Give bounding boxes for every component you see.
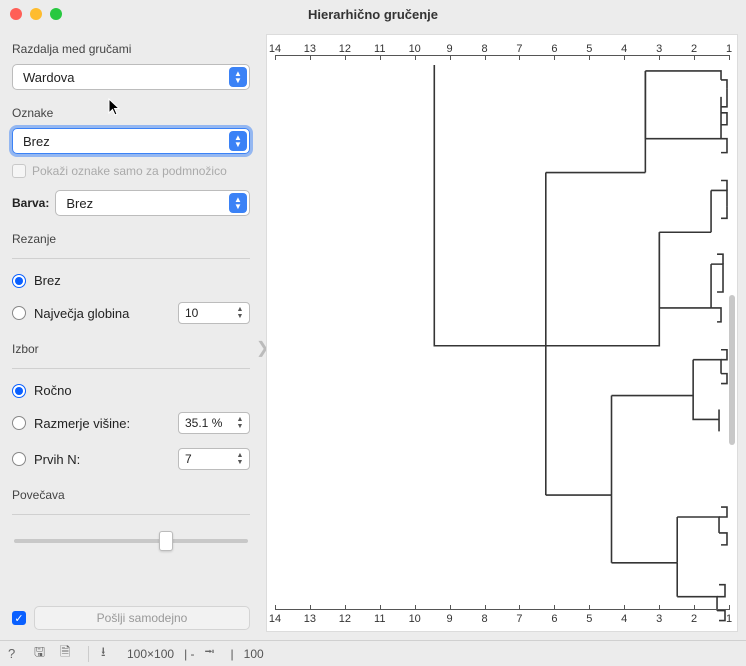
status-sep2: |	[231, 647, 234, 661]
tick-label: 2	[691, 613, 697, 625]
tick-label: 13	[304, 43, 316, 55]
status-out: 100	[244, 647, 264, 661]
stepper-icon[interactable]: ▲▼	[233, 452, 247, 466]
tick-label: 14	[269, 43, 281, 55]
linkage-label: Razdalja med gručami	[12, 42, 250, 56]
color-row: Barva: Brez ▲▼	[12, 190, 250, 216]
radio-icon[interactable]	[12, 384, 26, 398]
tick-label: 5	[586, 43, 592, 55]
stepper-icon[interactable]: ▲▼	[233, 306, 247, 320]
statusbar: ? 🖫 🗎 ⭳ 100×100 | - ⭲ | 100	[0, 640, 746, 666]
sel-topn-value: 7	[185, 452, 192, 466]
autosend-checkbox[interactable]: ✓	[12, 611, 26, 625]
tick-label: 3	[656, 43, 662, 55]
sel-topn-spin[interactable]: 7 ▲▼	[178, 448, 250, 470]
selection-label: Izbor	[12, 342, 250, 356]
radio-icon[interactable]	[12, 452, 26, 466]
status-in: 100×100	[127, 647, 174, 661]
subset-check-row: Pokaži oznake samo za podmnožico	[12, 164, 250, 178]
tick-label: 5	[586, 613, 592, 625]
tick-label: 14	[269, 613, 281, 625]
linkage-combo[interactable]: Wardova ▲▼	[12, 64, 250, 90]
report-icon[interactable]: 🗎	[60, 643, 76, 665]
tick-label: 7	[516, 613, 522, 625]
tick-label: 10	[409, 43, 421, 55]
status-mid: | -	[184, 647, 194, 661]
sel-manual-row[interactable]: Ročno	[12, 383, 250, 398]
chevron-updown-icon: ▲▼	[229, 131, 247, 151]
tick-label: 4	[621, 43, 627, 55]
tick-label: 2	[691, 43, 697, 55]
zoom-slider[interactable]	[12, 529, 250, 553]
tick-label: 8	[481, 43, 487, 55]
color-value: Brez	[66, 196, 93, 211]
pruning-none-label: Brez	[34, 273, 61, 288]
pruning-depth-row[interactable]: Največja globina 10 ▲▼	[12, 302, 250, 324]
tick-label: 12	[339, 43, 351, 55]
tick-label: 8	[481, 613, 487, 625]
pruning-depth-label: Največja globina	[34, 306, 129, 321]
zoom-label: Povečava	[12, 488, 250, 502]
axis-bottom: 1413121110987654321	[275, 605, 729, 629]
tick-label: 1	[726, 43, 732, 55]
annotations-value: Brez	[23, 134, 50, 149]
send-label: Pošlji samodejno	[97, 611, 188, 625]
divider	[12, 258, 250, 259]
color-combo[interactable]: Brez ▲▼	[55, 190, 250, 216]
output-icon: ⭲	[205, 643, 221, 665]
radio-icon[interactable]	[12, 306, 26, 320]
sel-topn-label: Prvih N:	[34, 452, 80, 467]
annotations-label: Oznake	[12, 106, 250, 120]
pruning-depth-spin[interactable]: 10 ▲▼	[178, 302, 250, 324]
sel-ratio-spin[interactable]: 35.1 % ▲▼	[178, 412, 250, 434]
tick-label: 4	[621, 613, 627, 625]
pruning-label: Rezanje	[12, 232, 250, 246]
content: Razdalja med gručami Wardova ▲▼ Oznake B…	[0, 28, 746, 640]
linkage-value: Wardova	[23, 70, 75, 85]
sel-topn-row[interactable]: Prvih N: 7 ▲▼	[12, 448, 250, 470]
dendrogram-canvas[interactable]: 14 13 12 11 10 9 8 7 6 5 4 3 2 1 14 13 12 11 10 9 8 7 6 5 4 3 2 1	[266, 34, 738, 632]
tick-label: 12	[339, 613, 351, 625]
save-icon[interactable]: 🖫	[34, 643, 50, 665]
pruning-depth-value: 10	[185, 306, 198, 320]
axis-top: 1413121110987654321	[275, 37, 729, 61]
sel-manual-label: Ročno	[34, 383, 72, 398]
tick-label: 7	[516, 43, 522, 55]
sel-ratio-value: 35.1 %	[185, 416, 222, 430]
color-label: Barva:	[12, 196, 49, 210]
help-icon[interactable]: ?	[8, 646, 24, 661]
titlebar: Hierarhično gručenje	[0, 0, 746, 28]
tick-label: 9	[447, 613, 453, 625]
slider-thumb[interactable]	[159, 531, 173, 551]
subset-label: Pokaži oznake samo za podmnožico	[32, 164, 227, 178]
dendrogram-svg	[275, 65, 729, 623]
tick-label: 13	[304, 613, 316, 625]
sel-ratio-row[interactable]: Razmerje višine: 35.1 % ▲▼	[12, 412, 250, 434]
radio-icon[interactable]	[12, 416, 26, 430]
chevron-updown-icon: ▲▼	[229, 67, 247, 87]
tick-label: 9	[447, 43, 453, 55]
annotations-combo[interactable]: Brez ▲▼	[12, 128, 250, 154]
input-icon: ⭳	[101, 643, 117, 665]
pruning-none-row[interactable]: Brez	[12, 273, 250, 288]
sidebar: Razdalja med gručami Wardova ▲▼ Oznake B…	[0, 28, 262, 640]
scrollbar-vertical[interactable]	[729, 295, 735, 445]
tick-label: 3	[656, 613, 662, 625]
window-title: Hierarhično gručenje	[0, 7, 746, 22]
tick-label: 11	[374, 43, 385, 55]
tick-label: 6	[551, 613, 557, 625]
send-row: ✓ Pošlji samodejno	[12, 606, 250, 630]
tick-label: 1	[726, 613, 732, 625]
send-button[interactable]: Pošlji samodejno	[34, 606, 250, 630]
chevron-updown-icon: ▲▼	[229, 193, 247, 213]
divider	[12, 514, 250, 515]
radio-icon[interactable]	[12, 274, 26, 288]
divider	[12, 368, 250, 369]
sel-ratio-label: Razmerje višine:	[34, 416, 130, 431]
stepper-icon[interactable]: ▲▼	[233, 416, 247, 430]
tick-label: 11	[374, 613, 385, 625]
tick-label: 6	[551, 43, 557, 55]
subset-checkbox	[12, 164, 26, 178]
tick-label: 10	[409, 613, 421, 625]
